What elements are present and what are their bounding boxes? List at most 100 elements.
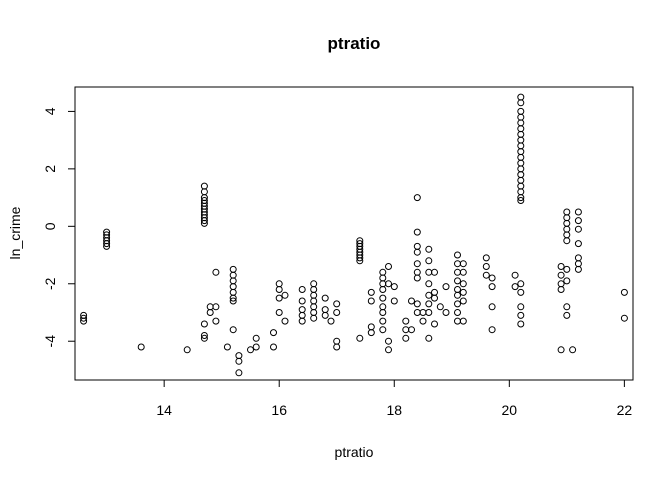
scatter-point: [385, 346, 392, 354]
scatter-point: [229, 288, 237, 296]
scatter-point: [488, 326, 496, 334]
scatter-point: [333, 337, 341, 345]
scatter-point: [367, 329, 375, 337]
scatter-point: [454, 291, 461, 299]
scatter-point: [413, 242, 421, 250]
scatter-point: [425, 245, 433, 253]
data-points: [80, 93, 628, 377]
scatter-point: [356, 257, 364, 265]
scatter-point: [425, 291, 433, 299]
scatter-point: [431, 294, 438, 302]
scatter-point: [270, 329, 277, 337]
scatter-point: [425, 268, 433, 276]
scatter-point: [563, 225, 571, 233]
plot-frame: [74, 86, 634, 381]
scatter-point: [223, 343, 231, 351]
scatter-point: [574, 208, 582, 216]
scatter-point: [454, 268, 461, 276]
scatter-point: [200, 320, 208, 328]
scatter-point: [454, 286, 461, 293]
scatter-point: [431, 288, 438, 296]
scatter-point: [454, 277, 461, 285]
scatter-point: [459, 288, 467, 296]
scatter-point: [517, 194, 525, 202]
scatter-point: [517, 130, 525, 138]
scatter-point: [229, 265, 237, 273]
scatter-point: [517, 125, 525, 133]
scatter-point: [379, 317, 387, 325]
x-tick-label: 16: [271, 402, 287, 418]
scatter-point: [459, 268, 467, 276]
scatter-point: [367, 323, 375, 331]
y-tick-label: -2: [42, 277, 58, 290]
scatter-point: [229, 294, 237, 302]
scatter-point: [419, 309, 427, 316]
scatter-point: [321, 306, 329, 314]
scatter-point: [511, 283, 519, 291]
scatter-point: [229, 271, 237, 279]
scatter-point: [206, 303, 214, 311]
scatter-point: [298, 306, 306, 314]
scatter-point: [356, 334, 364, 342]
scatter-point: [488, 303, 496, 311]
scatter-point: [517, 320, 525, 328]
scatter-point: [482, 271, 490, 279]
scatter-point: [517, 171, 525, 179]
scatter-point: [333, 300, 341, 308]
scatter-point: [413, 260, 421, 268]
scatter-point: [563, 311, 571, 319]
scatter-point: [379, 280, 387, 288]
scatter-point: [517, 113, 525, 121]
scatter-point: [557, 280, 565, 288]
scatter-point: [212, 317, 220, 325]
scatter-point: [379, 294, 387, 302]
x-axis: 14 16 18 20 22: [156, 379, 632, 418]
scatter-point: [425, 300, 433, 308]
scatter-point: [517, 182, 525, 190]
x-tick-label: 18: [386, 402, 402, 418]
scatter-point: [569, 346, 577, 354]
scatter-point: [80, 314, 88, 322]
scatter-point: [247, 346, 254, 354]
scatter-point: [275, 280, 283, 288]
scatter-point: [459, 297, 467, 305]
scatter-point: [517, 153, 525, 161]
scatter-point: [419, 317, 427, 325]
scatter-point: [517, 165, 525, 173]
scatter-point: [281, 317, 289, 325]
scatter-point: [321, 311, 329, 319]
scatter-point: [103, 242, 111, 250]
scatter-point: [183, 346, 191, 354]
scatter-point: [459, 317, 467, 325]
scatter-point: [379, 309, 387, 316]
scatter-point: [229, 297, 237, 305]
scatter-point: [356, 254, 364, 262]
scatter-point: [517, 303, 525, 311]
scatter-point: [385, 280, 392, 288]
scatter-point: [574, 254, 582, 262]
scatter-point: [310, 280, 318, 288]
scatter-point: [517, 99, 525, 107]
scatter-point: [517, 311, 525, 319]
scatter-point: [517, 176, 525, 184]
scatter-point: [517, 107, 525, 115]
scatter-point: [563, 219, 571, 227]
scatter-point: [563, 237, 571, 245]
scatter-point: [333, 343, 341, 351]
scatter-point: [212, 303, 220, 311]
scatter-point: [436, 303, 444, 311]
scatter-point: [517, 142, 525, 150]
x-tick-label: 20: [502, 402, 518, 418]
scatter-point: [413, 194, 421, 202]
scatter-point: [200, 219, 208, 227]
y-tick-label: 2: [42, 165, 58, 173]
scatter-point: [454, 260, 461, 268]
scatter-point: [252, 334, 260, 342]
scatter-point: [517, 288, 525, 296]
scatter-point: [454, 300, 461, 308]
scatter-point: [321, 294, 329, 302]
scatter-point: [235, 357, 243, 365]
scatter-point: [310, 314, 318, 322]
scatter-point: [413, 228, 421, 236]
